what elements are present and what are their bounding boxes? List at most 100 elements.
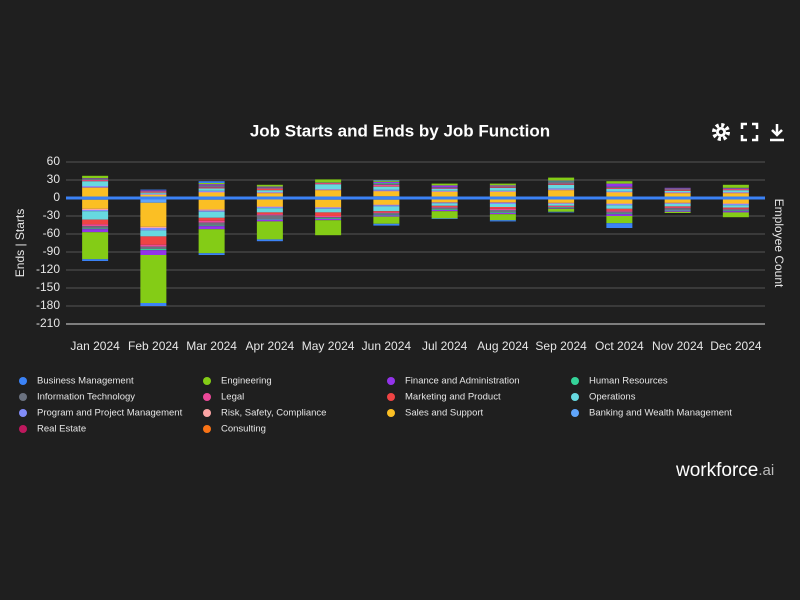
x-tick-label: Sep 2024 [535,339,587,353]
bar-segment [548,184,575,189]
bar-segment [373,184,400,186]
x-tick-label: Feb 2024 [128,339,179,353]
bar-segment [548,211,575,213]
bar-segment [373,186,400,190]
bar-segment [431,187,458,189]
bar-segment [198,220,225,223]
legend-label: Legal [221,392,244,403]
bar-segment [548,205,575,207]
legend-marker [571,393,579,401]
bar-segment [140,190,167,191]
bar-segment [722,188,749,189]
bar-segment [548,177,575,181]
y-tick-label: -60 [43,226,61,240]
bar-segment [315,219,342,221]
bar-segment [548,181,575,184]
bar-segment [489,192,516,198]
bar-segment [198,210,225,212]
bar-segment [489,214,516,221]
bar-segment [256,214,283,216]
bar-segment [198,181,225,183]
bar-segment [664,189,691,191]
bar-segment [140,230,167,237]
bar-segment [664,202,691,204]
download-icon[interactable] [770,124,784,142]
bar-segment [722,205,749,208]
bar-segment [82,210,109,212]
bar-segment [664,204,691,207]
fullscreen-icon[interactable] [740,122,759,142]
bar-segment [489,204,516,207]
bar-segment [256,219,283,222]
bar-segment [315,199,342,207]
bar-segment [140,194,167,195]
bar-segment [548,180,575,182]
bar-segment [606,192,633,198]
bar-segment [548,190,575,198]
bar-segment [256,190,283,192]
bar-segment [140,189,167,191]
bar-segment [140,192,167,194]
bar-segment [315,208,342,213]
bar-segment [198,209,225,211]
bar-segment [431,202,458,203]
bar-segment [82,181,109,186]
gear-icon[interactable] [712,123,730,141]
bar-segment [373,214,400,216]
bar-segment [140,198,167,203]
x-tick-label: Nov 2024 [652,339,704,353]
bar-segment [548,198,575,203]
bar-segment [373,186,400,187]
bar-segment [315,217,342,219]
brand: workforce.ai [675,460,774,481]
bar-segment [256,186,283,188]
bar-segment [548,181,575,182]
bar-segment [140,228,167,231]
bar-segment [198,199,225,210]
bar-segment [431,191,458,192]
bar-segment [140,191,167,192]
y-tick-label: -210 [36,316,60,330]
bar-segment [82,180,109,182]
brand-name: workforce [675,460,758,481]
bar-segment [198,253,225,255]
bar-segment [489,186,516,187]
bar-segment [198,184,225,186]
bar-segment [198,229,225,254]
legend-label: Sales and Support [405,408,484,419]
legend-label: Banking and Wealth Management [589,408,732,419]
bar-segment [722,208,749,210]
x-tick-label: Dec 2024 [710,339,762,353]
bar-segment [489,187,516,191]
bar-segment [722,203,749,204]
bar-segment [373,213,400,215]
bar-segment [431,218,458,219]
bar-segment [489,212,516,213]
legend-marker [19,393,27,401]
bar-segment [664,203,691,204]
bar-segment [548,184,575,185]
bar-segment [489,207,516,209]
bar-segment [431,202,458,204]
bar-segment [198,217,225,221]
bar-segment [256,188,283,189]
bar-segment [431,203,458,206]
bar-segment [198,222,225,226]
legend-marker [387,393,395,401]
bar-segment [373,191,400,197]
bar-segment [373,204,400,206]
bar-segment [489,208,516,210]
bar-segment [722,189,749,191]
bar-segment [548,207,575,208]
legend-marker [387,377,395,385]
bar-segment [82,219,109,225]
bar-segment [606,214,633,216]
bar-segment [140,236,167,245]
bar-segment [315,183,342,184]
bar-segment [431,185,458,188]
bar-segment [140,226,167,228]
legend-label: Consulting [221,424,266,435]
bar-segment [664,207,691,209]
